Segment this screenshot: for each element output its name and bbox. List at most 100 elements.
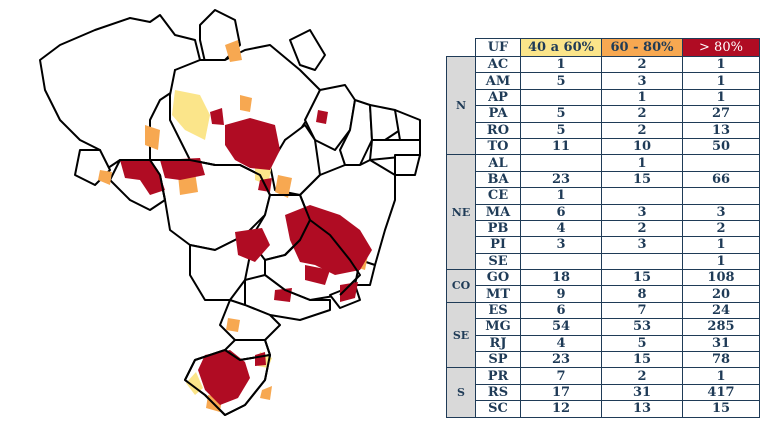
area-80 [225, 118, 280, 170]
area-60-80 [225, 40, 242, 62]
value-cell-c1: 7 [520, 367, 602, 385]
uf-cell: TO [475, 137, 521, 156]
uf-cell: AC [475, 55, 521, 74]
value-cell-c1: 1 [520, 187, 602, 205]
region-label: SE [446, 301, 476, 369]
area-60-80 [260, 386, 272, 400]
value-cell-c1: 23 [520, 170, 602, 189]
area-80 [305, 265, 330, 285]
value-cell-c1: 5 [520, 121, 602, 139]
value-cell-c3: 3 [682, 203, 760, 221]
area-60-80 [98, 170, 112, 185]
uf-cell: MG [475, 318, 521, 336]
value-cell-c3: 20 [682, 285, 760, 303]
uf-cell: PI [475, 236, 521, 254]
value-cell-c3: 1 [682, 72, 760, 90]
value-cell-c1: 9 [520, 285, 602, 303]
value-cell-c1: 4 [520, 219, 602, 238]
area-80 [340, 282, 358, 302]
uf-cell: PR [475, 367, 521, 385]
table-row: RS 17 31 417 [447, 383, 760, 402]
value-cell-c3: 31 [682, 334, 760, 353]
table-row: CO GO 18 15 108 [446, 269, 760, 303]
value-cell-c2: 2 [601, 55, 683, 74]
value-cell-c3: 27 [682, 105, 760, 123]
state-AP [289, 29, 326, 71]
header-80: > 80% [682, 38, 760, 57]
value-cell-c2: 31 [601, 383, 683, 402]
area-80 [235, 228, 270, 262]
header-corner [447, 39, 476, 57]
state-MA [304, 84, 356, 151]
value-cell-c2: 13 [601, 400, 683, 418]
area-80 [316, 110, 328, 124]
value-cell-c3 [682, 154, 760, 172]
uf-cell: PB [475, 219, 521, 238]
value-cell-c2: 7 [601, 301, 683, 320]
value-cell-c1: 4 [520, 334, 602, 353]
value-cell-c2 [601, 187, 683, 205]
region-label: NE [446, 154, 476, 271]
state-AM [39, 14, 201, 171]
uf-cell: CE [475, 187, 521, 205]
state-CE [369, 104, 401, 141]
value-cell-c1 [520, 88, 602, 107]
value-cell-c2: 53 [601, 318, 683, 336]
value-cell-c1: 3 [520, 236, 602, 254]
area-40-60 [172, 90, 210, 140]
region-label: CO [446, 269, 476, 303]
value-cell-c2: 2 [601, 121, 683, 139]
table-row: AP 1 1 [447, 88, 760, 107]
value-cell-c3: 417 [682, 383, 760, 402]
table-row: SE ES 6 7 24 [446, 301, 760, 369]
value-cell-c1: 17 [520, 383, 602, 402]
value-cell-c2 [601, 252, 683, 271]
area-60-80 [240, 95, 252, 112]
uf-cell: MA [475, 203, 521, 221]
brazil-map [39, 9, 421, 416]
value-cell-c3: 50 [682, 137, 760, 156]
value-cell-c3: 13 [682, 121, 760, 139]
value-cell-c2: 1 [601, 154, 683, 172]
uf-cell: AM [475, 72, 521, 90]
value-cell-c2: 5 [601, 334, 683, 353]
value-cell-c1: 18 [520, 269, 602, 287]
value-cell-c2: 15 [601, 351, 683, 369]
value-cell-c1: 1 [520, 55, 602, 74]
header-60-80: 60 - 80% [601, 38, 683, 57]
table-row: AM 5 3 1 [447, 72, 760, 90]
value-cell-c2: 3 [601, 72, 683, 90]
value-cell-c2: 15 [601, 269, 683, 287]
value-cell-c3: 1 [682, 252, 760, 271]
uf-cell: RS [475, 383, 521, 402]
uf-cell: RJ [475, 334, 521, 353]
value-cell-c3: 285 [682, 318, 760, 336]
value-cell-c2: 2 [601, 219, 683, 238]
table-row: MG 54 53 285 [447, 318, 760, 336]
uf-cell: ES [475, 301, 521, 320]
area-80 [274, 288, 292, 302]
table-row: PB 4 2 2 [447, 219, 760, 238]
area-80 [120, 160, 165, 195]
state-AL-SE [394, 154, 421, 176]
value-cell-c3: 1 [682, 55, 760, 74]
value-cell-c3: 2 [682, 219, 760, 238]
value-cell-c2: 15 [601, 170, 683, 189]
uf-cell: SC [475, 400, 521, 418]
uf-cell: AP [475, 88, 521, 107]
value-cell-c1: 54 [520, 318, 602, 336]
value-cell-c2: 1 [601, 88, 683, 107]
value-cell-c2: 8 [601, 285, 683, 303]
area-80 [210, 108, 224, 125]
value-cell-c3: 1 [682, 367, 760, 385]
uf-cell: AL [475, 154, 521, 172]
state-RN-PB [394, 109, 421, 141]
uf-cell: SP [475, 351, 521, 369]
value-cell-c2: 10 [601, 137, 683, 156]
header-40-60: 40 a 60% [520, 38, 602, 57]
value-cell-c2: 3 [601, 236, 683, 254]
area-60-80 [226, 318, 240, 332]
uf-cell: GO [475, 269, 521, 287]
header-uf: UF [475, 38, 521, 57]
value-cell-c3: 108 [682, 269, 760, 287]
